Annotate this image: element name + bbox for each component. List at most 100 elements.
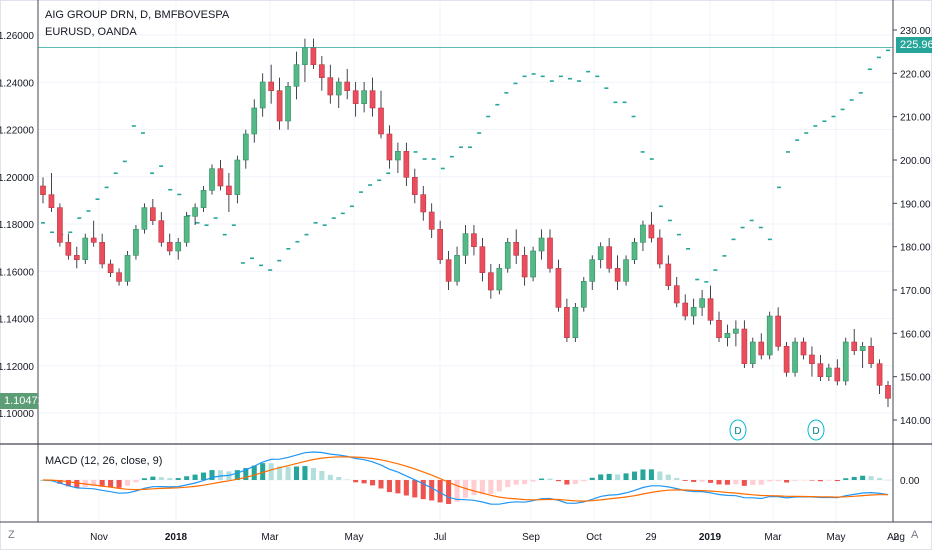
candle-body xyxy=(217,168,224,187)
candle-body xyxy=(133,229,139,256)
candle xyxy=(640,220,646,251)
candle-body xyxy=(504,242,511,269)
right-tick-label: 230.00 xyxy=(900,26,931,37)
candle-body xyxy=(344,81,351,91)
auto-scale-button[interactable]: A xyxy=(911,529,919,541)
candle xyxy=(496,264,503,295)
compare-symbol-legend[interactable]: EURUSD, OANDA xyxy=(45,26,137,38)
candle-body xyxy=(665,263,672,286)
left-tick-label: 1.16000 xyxy=(0,267,34,278)
macd-histogram-bar xyxy=(784,480,790,483)
macd-histogram-bar xyxy=(547,478,553,480)
candle xyxy=(530,246,536,282)
candle-body xyxy=(361,90,367,104)
candle xyxy=(150,199,156,225)
candle xyxy=(116,268,122,286)
candle xyxy=(614,255,621,290)
candle xyxy=(209,164,215,195)
candle xyxy=(859,342,866,368)
candle-body xyxy=(327,77,334,96)
macd-histogram-bar xyxy=(733,480,739,485)
candle-body xyxy=(107,263,114,273)
candle xyxy=(386,125,393,169)
candle-body xyxy=(538,237,545,252)
macd-histogram-bar xyxy=(370,480,376,486)
candle xyxy=(420,186,427,221)
macd-histogram-bar xyxy=(471,480,477,496)
candlestick-series xyxy=(40,38,891,407)
macd-histogram-bar xyxy=(539,478,545,480)
candle xyxy=(411,168,418,204)
right-tick-label: 170.00 xyxy=(900,286,931,297)
candle-body xyxy=(817,363,824,377)
candle xyxy=(606,238,612,273)
candle-body xyxy=(445,259,452,282)
candle-body xyxy=(192,207,198,217)
candle-body xyxy=(826,367,832,377)
macd-histogram-bar xyxy=(843,478,849,480)
macd-histogram-bar xyxy=(615,474,621,480)
candle xyxy=(775,307,781,351)
zoom-out-button[interactable]: Z xyxy=(8,529,15,541)
candle xyxy=(65,233,72,260)
candle xyxy=(800,337,807,360)
candle xyxy=(876,359,883,394)
macd-histogram-bar xyxy=(648,469,654,480)
macd-histogram-bar xyxy=(758,480,764,485)
macd-histogram-bar xyxy=(775,480,781,482)
candle-body xyxy=(90,237,97,243)
candle xyxy=(851,329,858,355)
time-label: Nov xyxy=(90,532,108,543)
macd-histogram-bar xyxy=(674,477,680,480)
candle-body xyxy=(73,255,80,260)
candle-body xyxy=(716,320,722,338)
macd-histogram-bar xyxy=(623,473,629,480)
candle xyxy=(192,203,198,225)
dividend-circle xyxy=(807,419,825,441)
macd-histogram-bar xyxy=(479,480,485,495)
macd-histogram-bar xyxy=(522,480,528,485)
candle-body xyxy=(141,207,148,230)
candle-body xyxy=(733,328,739,334)
candle-body xyxy=(724,333,731,338)
candle xyxy=(234,155,241,204)
candle-body xyxy=(200,190,207,208)
macd-signal-line xyxy=(42,456,888,502)
candle xyxy=(200,186,207,212)
macd-histogram-bar xyxy=(640,469,646,480)
candle xyxy=(564,298,570,342)
candle xyxy=(352,82,359,117)
macd-histogram-bar xyxy=(699,480,705,482)
candle xyxy=(344,69,351,100)
candle-body xyxy=(589,259,596,282)
macd-histogram-bar xyxy=(446,480,452,504)
candle-body xyxy=(631,242,638,260)
candle xyxy=(488,264,494,299)
time-label: 2 xyxy=(893,532,899,543)
macd-histogram-bar xyxy=(403,480,409,496)
candle-body xyxy=(124,255,131,282)
right-tick-label: 180.00 xyxy=(900,243,931,254)
macd-histogram-bar xyxy=(327,474,333,480)
candle xyxy=(293,51,300,100)
dividend-marker: D xyxy=(807,419,825,441)
candle xyxy=(226,173,232,212)
candle xyxy=(682,294,689,321)
macd-histogram-bar xyxy=(724,480,730,485)
time-label: May xyxy=(345,532,364,543)
main-symbol-legend[interactable]: AIG GROUP DRN, D, BMFBOVESPA xyxy=(45,9,230,21)
candle-body xyxy=(420,194,427,213)
candle-body xyxy=(513,242,520,256)
macd-histogram-bar xyxy=(868,476,874,480)
macd-histogram-bar xyxy=(57,480,63,484)
time-label: 2019 xyxy=(699,532,722,543)
candle xyxy=(868,337,874,368)
macd-histogram-bar xyxy=(817,480,823,482)
macd-legend[interactable]: MACD (12, 26, close, 9) xyxy=(45,455,163,467)
candle xyxy=(741,320,748,368)
candle xyxy=(555,259,562,312)
macd-histogram-bar xyxy=(277,466,283,480)
candle-body xyxy=(580,281,587,308)
